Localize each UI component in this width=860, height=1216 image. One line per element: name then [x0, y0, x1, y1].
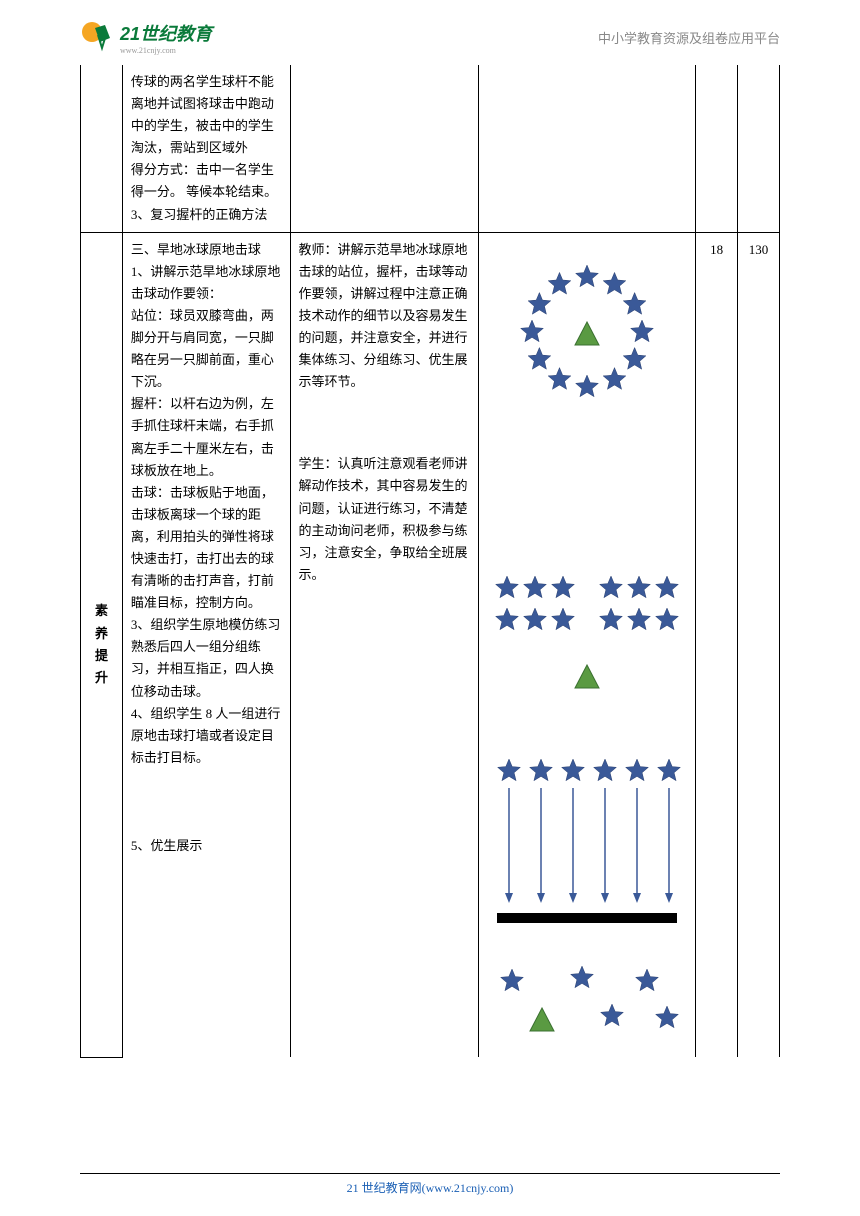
header-right-text: 中小学教育资源及组卷应用平台: [598, 28, 780, 47]
footer-text: 21 世纪教育网(www.21cnjy.com): [0, 1179, 860, 1196]
row1-col2-text: 传球的两名学生球杆不能离地并试图将球击中跑动中的学生，被击中的学生淘汰，需站到区…: [131, 74, 277, 222]
diagram-circle: [487, 239, 687, 422]
row2-col1: 素养提升: [81, 232, 123, 1057]
table-wrapper: 传球的两名学生球杆不能离地并试图将球击中跑动中的学生，被击中的学生淘汰，需站到区…: [0, 65, 860, 1058]
diagram-scatter: [487, 958, 687, 1051]
row1-col4: [479, 65, 696, 232]
row2-col2-text: 三、旱地冰球原地击球 1、讲解示范旱地冰球原地击球动作要领： 站位：球员双膝弯曲…: [131, 242, 281, 854]
row2-col3-text1: 教师：讲解示范旱地冰球原地击球的站位，握杆，击球等动作要领，讲解过程中注意正确技…: [299, 242, 468, 390]
row1-col1: [81, 65, 123, 232]
diagram-arrows: [487, 745, 687, 948]
row1-col5: [696, 65, 738, 232]
logo-main-text: 21世纪教育: [120, 20, 212, 46]
row1-col3: [290, 65, 479, 232]
diagram-rows: [487, 562, 687, 715]
table-row: 素养提升 三、旱地冰球原地击球 1、讲解示范旱地冰球原地击球动作要领： 站位：球…: [81, 232, 780, 1057]
row2-col3-text2: 学生：认真听注意观看老师讲解动作技术，其中容易发生的问题，认证进行练习，不清楚的…: [299, 456, 468, 581]
logo: 21世纪教育 www.21cnjy.com: [80, 20, 212, 55]
page-header: 21世纪教育 www.21cnjy.com 中小学教育资源及组卷应用平台: [0, 0, 860, 65]
table-row: 传球的两名学生球杆不能离地并试图将球击中跑动中的学生，被击中的学生淘汰，需站到区…: [81, 65, 780, 232]
row2-col3: 教师：讲解示范旱地冰球原地击球的站位，握杆，击球等动作要领，讲解过程中注意正确技…: [290, 232, 479, 1057]
row2-col1-text: 素养提升: [95, 603, 108, 684]
row2-col4: [479, 232, 696, 1057]
row2-col2: 三、旱地冰球原地击球 1、讲解示范旱地冰球原地击球动作要领： 站位：球员双膝弯曲…: [122, 232, 290, 1057]
row2-col6: 130: [738, 232, 780, 1057]
row1-col6: [738, 65, 780, 232]
logo-sub-text: www.21cnjy.com: [120, 46, 212, 55]
lesson-table: 传球的两名学生球杆不能离地并试图将球击中跑动中的学生，被击中的学生淘汰，需站到区…: [80, 65, 780, 1058]
logo-icon: [80, 20, 115, 55]
logo-text: 21世纪教育 www.21cnjy.com: [120, 20, 212, 55]
row2-col5: 18: [696, 232, 738, 1057]
row1-col2: 传球的两名学生球杆不能离地并试图将球击中跑动中的学生，被击中的学生淘汰，需站到区…: [122, 65, 290, 232]
